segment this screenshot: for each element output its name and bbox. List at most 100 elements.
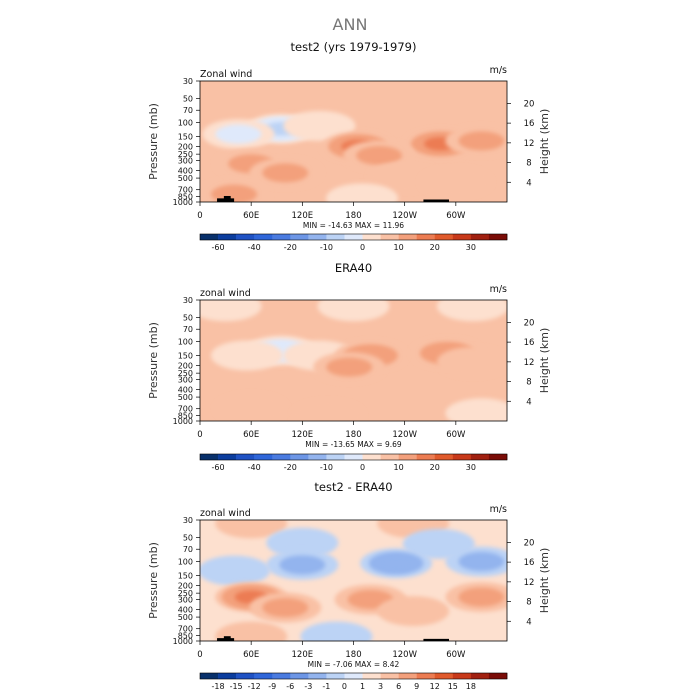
colorbar-label: -10 (320, 463, 333, 472)
colorbar-label: -10 (320, 243, 333, 252)
panel-title: test2 - ERA40 (314, 480, 392, 494)
contour-blob (419, 166, 492, 197)
colorbar-swatch (326, 454, 345, 460)
field (200, 520, 507, 641)
colorbar-label: 15 (448, 682, 458, 691)
height-tick-label: 8 (526, 159, 531, 169)
height-tick-label: 16 (524, 558, 535, 568)
colorbar-label: -20 (284, 243, 297, 252)
contour-blob (436, 300, 507, 322)
x-tick-label: 120W (392, 430, 417, 440)
colorbar-label: 9 (414, 682, 419, 691)
contour-blob (223, 346, 270, 366)
y-tick-label: 500 (178, 393, 193, 402)
x-tick-label: 120W (392, 650, 417, 660)
contour-blob (200, 555, 271, 586)
colorbar-swatch (452, 454, 472, 460)
colorbar-label: -60 (212, 243, 225, 252)
colorbar-label: 20 (430, 463, 440, 472)
y-tick-label: 150 (178, 572, 193, 581)
colorbar-swatch (362, 454, 381, 460)
topography (423, 199, 450, 202)
suptitle: ANN (333, 15, 368, 34)
colorbar: -18 -15 -12 -9 -6 -3 -1 0 1 3 6 9 12 15 18 (199, 672, 508, 691)
y-tick-label: 400 (178, 605, 193, 614)
colorbar-label: -20 (284, 463, 297, 472)
colorbar: -60 -40 -20 -10 0 10 20 30 (199, 233, 508, 252)
panel-1: test2 (yrs 1979-1979) Zonal wind m/s 30 50 70… (147, 40, 551, 252)
x-tick-label: 60W (446, 211, 466, 221)
topography (423, 638, 450, 641)
x-tick-label: 60W (446, 650, 466, 660)
colorbar-swatch (488, 234, 508, 240)
y-tick-label: 250 (178, 589, 193, 598)
contour-blob (215, 621, 288, 641)
y-tick-label: 150 (178, 352, 193, 361)
colorbar-swatch (308, 234, 327, 240)
x-tick-label: 60E (243, 650, 259, 660)
y-tick-label: 400 (178, 166, 193, 175)
colorbar-label: 0 (360, 463, 365, 472)
field-label: zonal wind (200, 508, 251, 519)
y-tick-label: 30 (183, 77, 193, 86)
height-axis-label: Height (km) (538, 548, 551, 614)
colorbar-swatch (488, 673, 508, 679)
topography (223, 195, 231, 202)
y-tick-label: 100 (178, 558, 193, 567)
height-tick-label: 16 (524, 338, 535, 348)
colorbar-frame (199, 233, 508, 241)
height-tick-label: 8 (526, 598, 531, 608)
colorbar-swatch (218, 454, 237, 460)
y-tick-label: 250 (178, 150, 193, 159)
colorbar-swatch (344, 454, 363, 460)
y-tick-label: 850 (178, 192, 193, 201)
y-tick-label: 70 (183, 545, 193, 554)
field (200, 300, 507, 421)
y-tick-label: 50 (183, 534, 193, 543)
contour-blob (215, 520, 288, 539)
colorbar-swatch (290, 454, 309, 460)
height-tick-label: 20 (524, 99, 535, 109)
x-tick-label: 60W (446, 430, 466, 440)
contour-blob (377, 555, 415, 571)
contour-blob (458, 552, 505, 572)
colorbar-swatch (380, 234, 399, 240)
contour-blob (326, 357, 373, 377)
x-tick-label: 180 (345, 650, 361, 660)
height-tick-label: 4 (526, 178, 531, 188)
y-tick-label: 30 (183, 516, 193, 525)
colorbar-label: 0 (360, 243, 365, 252)
contour-blob (291, 400, 364, 421)
colorbar-swatch (200, 234, 219, 240)
y-tick-label: 1000 (173, 417, 193, 426)
field-label: Zonal wind (200, 69, 252, 80)
height-tick-label: 8 (526, 378, 531, 388)
colorbar-label: -15 (230, 682, 243, 691)
colorbar-swatch (272, 454, 291, 460)
colorbar-swatch (200, 454, 219, 460)
height-axis-label: Height (km) (538, 109, 551, 175)
colorbar-swatch (218, 234, 237, 240)
colorbar-swatch (218, 673, 237, 679)
colorbar-swatch (434, 234, 454, 240)
colorbar-label: 20 (430, 243, 440, 252)
colorbar-swatch (272, 234, 291, 240)
x-tick-label: 180 (345, 430, 361, 440)
field-label: zonal wind (200, 288, 251, 299)
y-tick-label: 300 (178, 156, 193, 165)
colorbar-swatch (344, 234, 363, 240)
colorbar-swatch (290, 234, 309, 240)
colorbar-swatch (326, 234, 345, 240)
y-tick-label: 200 (178, 581, 193, 590)
contour-blob (215, 124, 262, 144)
y-tick-label: 700 (178, 405, 193, 414)
x-tick-label: 60E (243, 430, 259, 440)
y-tick-label: 100 (178, 119, 193, 128)
y-tick-label: 500 (178, 174, 193, 183)
colorbar-swatch (308, 454, 327, 460)
contour-blob (326, 183, 399, 202)
y-tick-label: 400 (178, 385, 193, 394)
y-tick-label: 850 (178, 631, 193, 640)
x-tick-label: 0 (197, 650, 202, 660)
